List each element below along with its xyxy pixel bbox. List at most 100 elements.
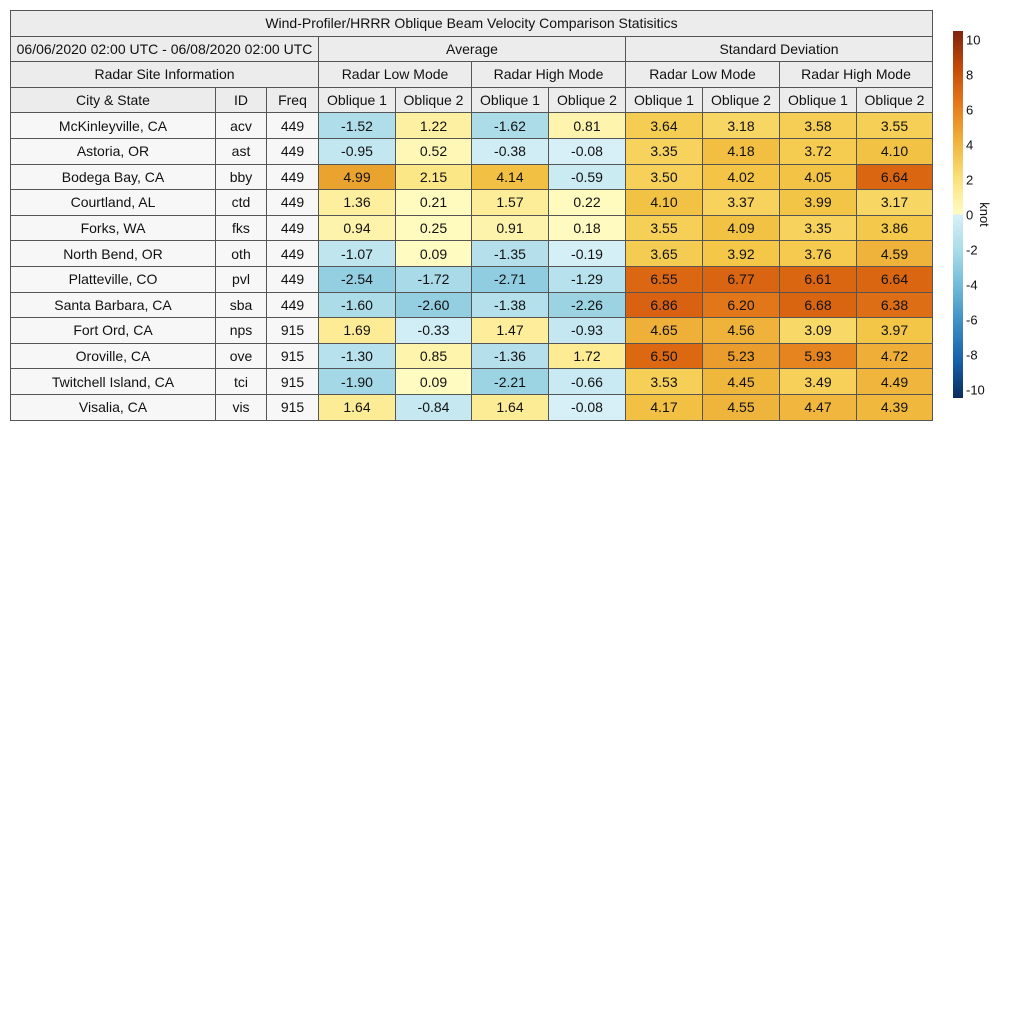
site-freq: 449 xyxy=(266,291,319,319)
table-row: Forks, WA fks 449 0.94 0.25 0.91 0.18 3.55 4.09 3… xyxy=(10,214,933,242)
value-cell: 3.35 xyxy=(779,214,857,242)
table-row: Platteville, CO pvl 449 -2.54 -1.72 -2.71 -1.2… xyxy=(10,265,933,293)
value-cell: 1.47 xyxy=(471,317,549,344)
value-cell: 4.45 xyxy=(702,368,780,395)
table-row: Fort Ord, CA nps 915 1.69 -0.33 1.47 -0.93 4.65… xyxy=(10,317,933,344)
value-cell: 0.21 xyxy=(395,189,472,216)
value-cell: 4.65 xyxy=(625,317,703,344)
colorbar-tick-label: 10 xyxy=(966,32,981,48)
value-cell: 2.15 xyxy=(395,163,472,191)
value-cell: -2.71 xyxy=(471,265,549,293)
value-cell: 1.69 xyxy=(318,317,396,344)
colorbar-tick-label: -2 xyxy=(966,242,978,258)
value-cell: -1.72 xyxy=(395,265,472,293)
value-cell: 4.10 xyxy=(856,137,933,165)
colorbar-label: knot xyxy=(976,202,992,227)
site-id: ast xyxy=(215,137,267,165)
group-site-info: Radar Site Information xyxy=(10,61,319,88)
value-cell: 4.49 xyxy=(856,368,933,395)
value-cell: 4.59 xyxy=(856,240,933,267)
value-cell: 3.97 xyxy=(856,317,933,344)
value-cell: 6.77 xyxy=(702,265,780,293)
value-cell: -0.66 xyxy=(548,368,626,395)
colorbar-tick-label: 0 xyxy=(966,207,974,223)
colorbar-tick-label: 2 xyxy=(966,172,974,188)
value-cell: 3.55 xyxy=(856,112,933,139)
value-cell: 4.72 xyxy=(856,342,933,370)
value-cell: 3.53 xyxy=(625,368,703,395)
mode-header: Radar High Mode xyxy=(471,61,626,88)
value-cell: 0.09 xyxy=(395,240,472,267)
value-cell: -1.07 xyxy=(318,240,396,267)
col-header-beam: Oblique 2 xyxy=(548,86,626,114)
mode-header: Radar Low Mode xyxy=(318,61,472,88)
value-cell: 4.55 xyxy=(702,393,780,421)
value-cell: 4.99 xyxy=(318,163,396,191)
site-id: ove xyxy=(215,342,267,370)
value-cell: 0.91 xyxy=(471,214,549,242)
site-freq: 449 xyxy=(266,265,319,293)
value-cell: 4.17 xyxy=(625,393,703,421)
value-cell: 4.09 xyxy=(702,214,780,242)
value-cell: 0.18 xyxy=(548,214,626,242)
site-freq: 915 xyxy=(266,368,319,395)
value-cell: -0.08 xyxy=(548,393,626,421)
col-header-beam: Oblique 2 xyxy=(856,86,933,114)
table-row: Santa Barbara, CA sba 449 -1.60 -2.60 -1.38 -2… xyxy=(10,291,933,319)
value-cell: 0.85 xyxy=(395,342,472,370)
value-cell: 1.64 xyxy=(318,393,396,421)
value-cell: -2.26 xyxy=(548,291,626,319)
site-city: Platteville, CO xyxy=(10,265,216,293)
value-cell: -1.38 xyxy=(471,291,549,319)
col-header-beam: Oblique 2 xyxy=(395,86,472,114)
value-cell: -1.29 xyxy=(548,265,626,293)
colorbar-tick-label: -8 xyxy=(966,347,978,363)
value-cell: -1.90 xyxy=(318,368,396,395)
value-cell: 6.50 xyxy=(625,342,703,370)
site-freq: 449 xyxy=(266,214,319,242)
site-city: Forks, WA xyxy=(10,214,216,242)
site-city: Bodega Bay, CA xyxy=(10,163,216,191)
site-id: oth xyxy=(215,240,267,267)
colorbar-tick-label: 6 xyxy=(966,102,974,118)
site-freq: 449 xyxy=(266,137,319,165)
group-stddev: Standard Deviation xyxy=(625,35,933,63)
value-cell: -1.35 xyxy=(471,240,549,267)
date-range: 06/06/2020 02:00 UTC - 06/08/2020 02:00 … xyxy=(10,35,319,63)
table-row: Visalia, CA vis 915 1.64 -0.84 1.64 -0.08 4.17 4… xyxy=(10,393,933,421)
value-cell: 1.36 xyxy=(318,189,396,216)
value-cell: -0.08 xyxy=(548,137,626,165)
value-cell: 6.38 xyxy=(856,291,933,319)
site-freq: 449 xyxy=(266,112,319,139)
value-cell: -0.95 xyxy=(318,137,396,165)
table-title: Wind-Profiler/HRRR Oblique Beam Velocity… xyxy=(10,10,933,37)
value-cell: 1.64 xyxy=(471,393,549,421)
value-cell: 4.18 xyxy=(702,137,780,165)
value-cell: 1.72 xyxy=(548,342,626,370)
site-freq: 915 xyxy=(266,317,319,344)
site-id: sba xyxy=(215,291,267,319)
site-id: bby xyxy=(215,163,267,191)
col-header-id: ID xyxy=(215,86,267,114)
value-cell: 6.68 xyxy=(779,291,857,319)
site-city: Fort Ord, CA xyxy=(10,317,216,344)
value-cell: 6.64 xyxy=(856,265,933,293)
value-cell: -1.62 xyxy=(471,112,549,139)
value-cell: -0.33 xyxy=(395,317,472,344)
group-average: Average xyxy=(318,35,626,63)
value-cell: 0.81 xyxy=(548,112,626,139)
value-cell: -1.52 xyxy=(318,112,396,139)
site-freq: 449 xyxy=(266,163,319,191)
value-cell: 4.02 xyxy=(702,163,780,191)
value-cell: -1.60 xyxy=(318,291,396,319)
value-cell: 0.94 xyxy=(318,214,396,242)
site-city: Visalia, CA xyxy=(10,393,216,421)
site-city: Astoria, OR xyxy=(10,137,216,165)
value-cell: 1.22 xyxy=(395,112,472,139)
table-row: North Bend, OR oth 449 -1.07 0.09 -1.35 -0.19 3… xyxy=(10,240,933,267)
site-id: pvl xyxy=(215,265,267,293)
site-id: vis xyxy=(215,393,267,421)
colorbar xyxy=(953,31,963,398)
site-city: Courtland, AL xyxy=(10,189,216,216)
value-cell: 3.50 xyxy=(625,163,703,191)
